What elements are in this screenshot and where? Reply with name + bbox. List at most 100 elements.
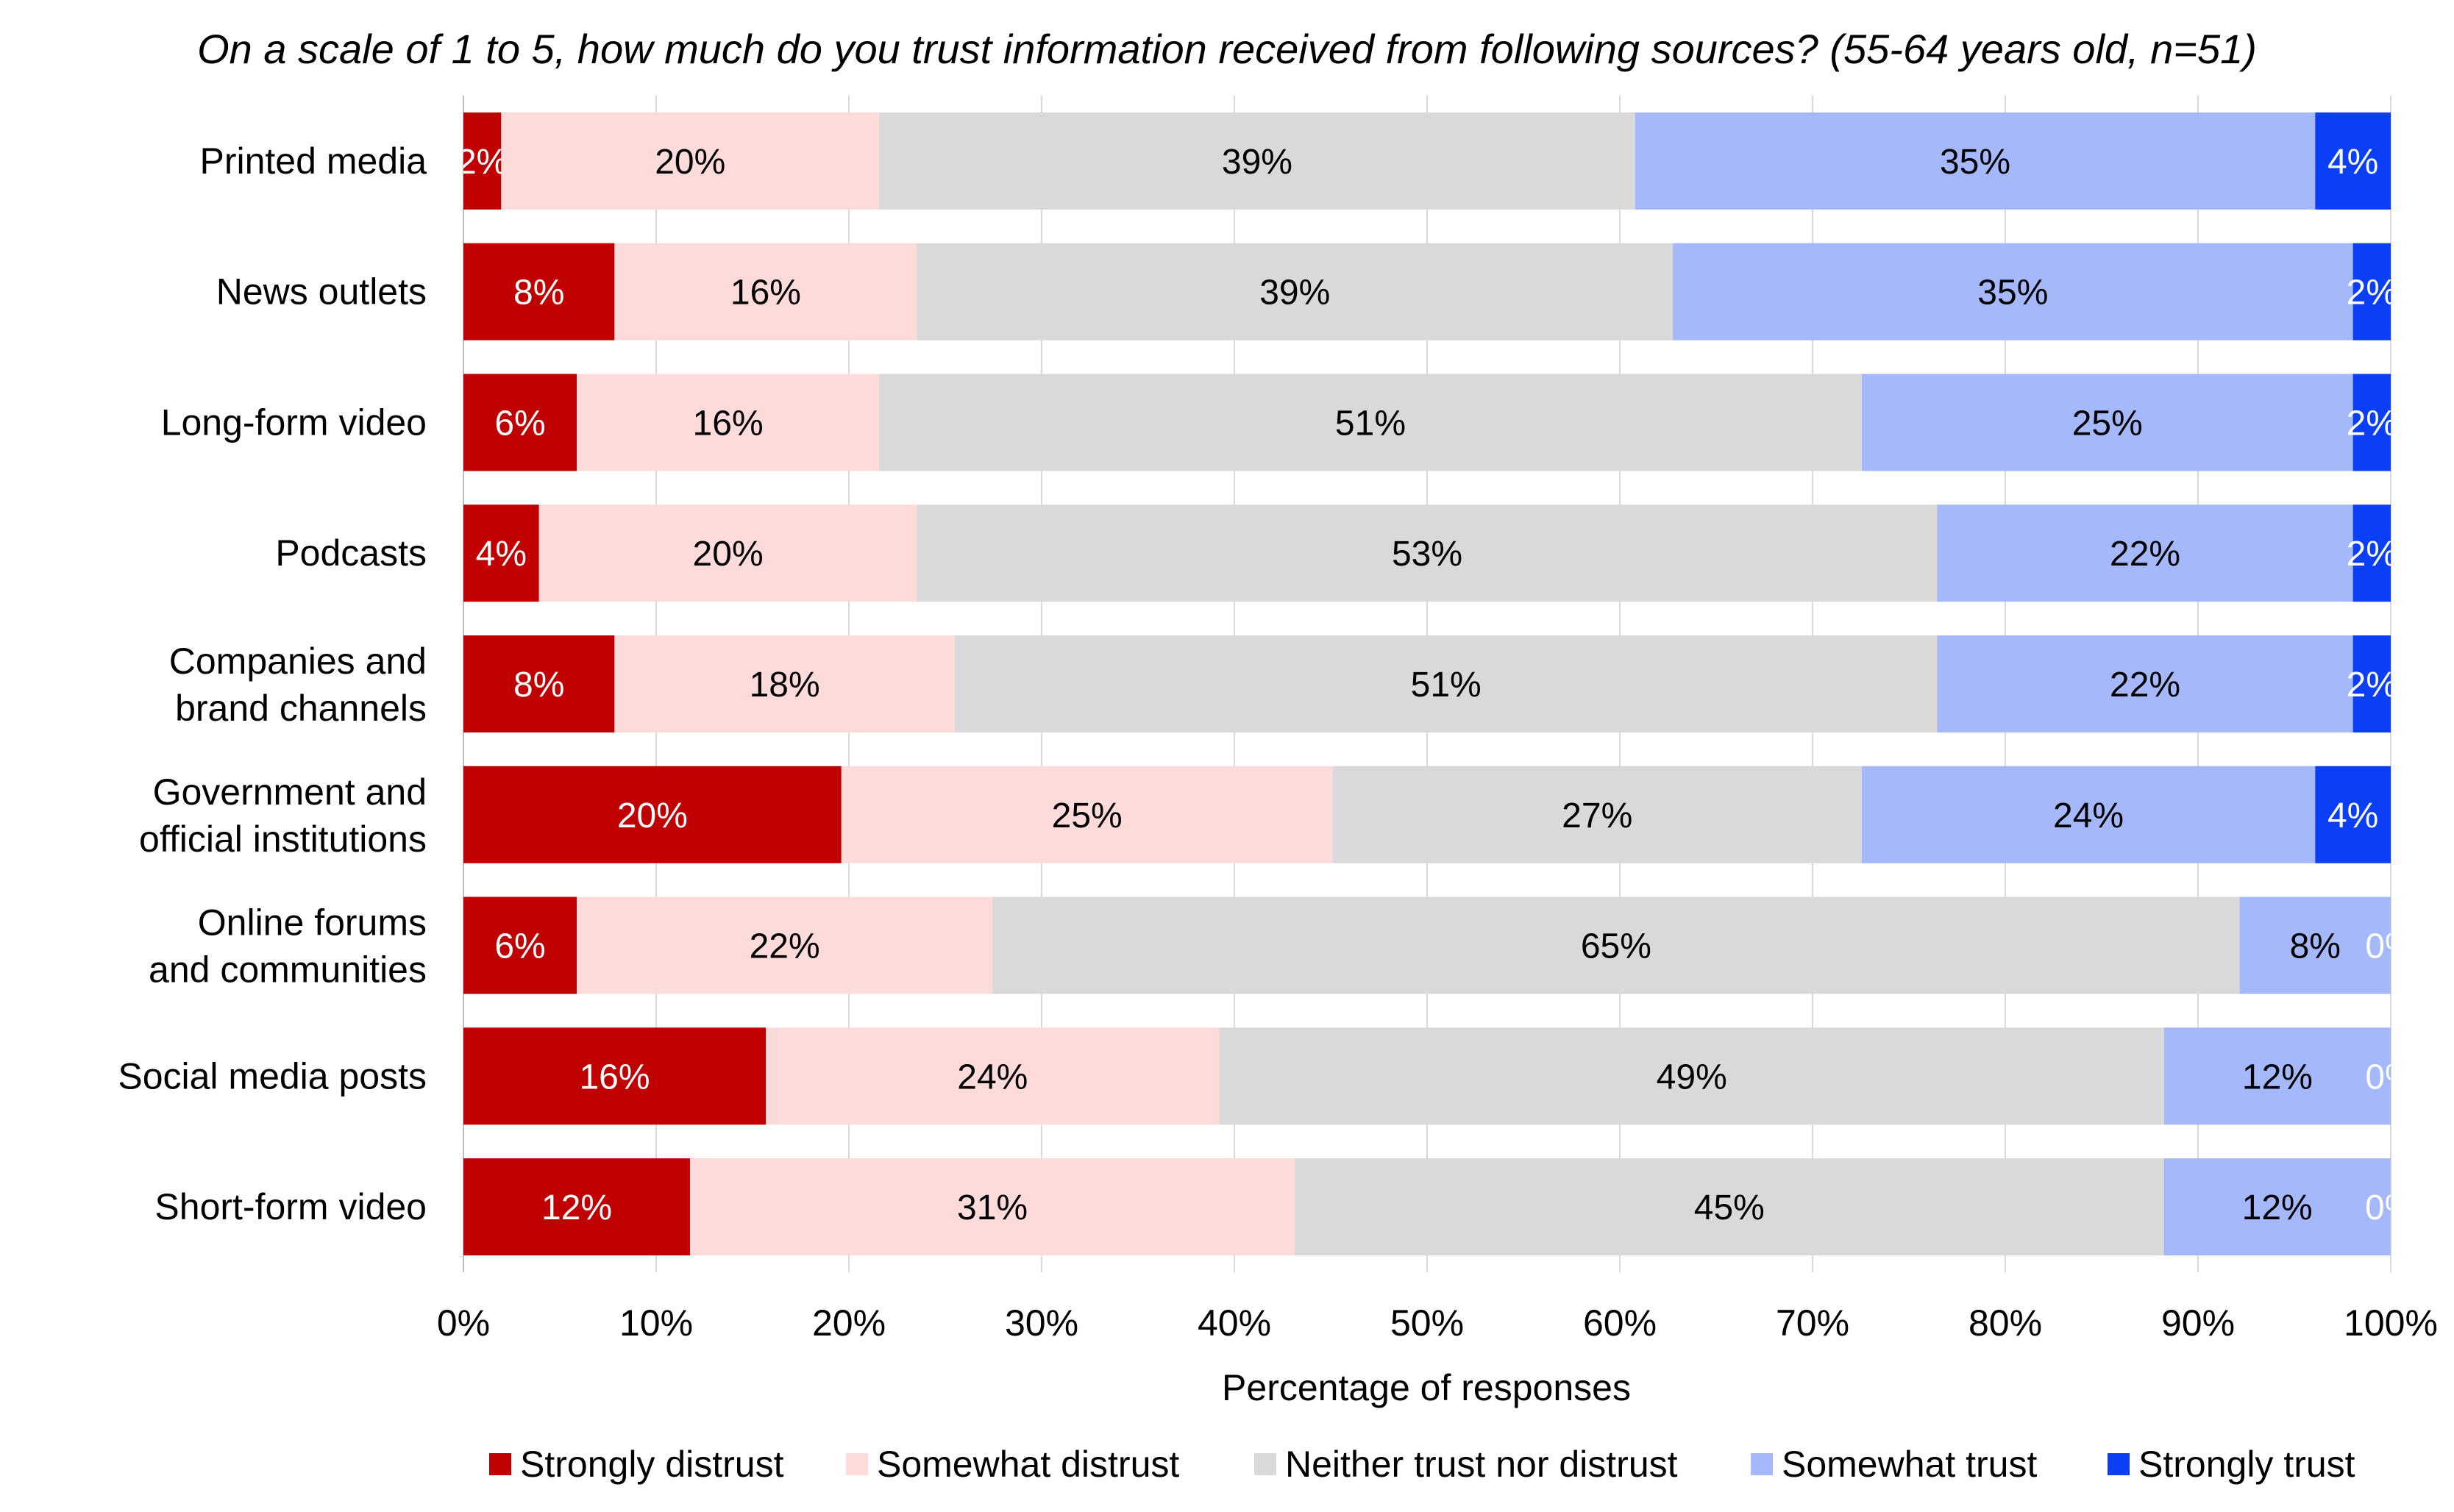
data-label: 2% [457, 143, 508, 182]
bar-segment [463, 635, 615, 732]
bar-segment [2163, 1027, 2391, 1125]
data-label: 18% [750, 666, 820, 705]
legend-swatch [2108, 1453, 2130, 1475]
bar-segment [614, 635, 955, 732]
bar-segment [2352, 504, 2391, 602]
legend-swatch [489, 1453, 511, 1475]
legend-swatch [846, 1453, 868, 1475]
data-label: 2% [2347, 535, 2397, 574]
bar-segment [1635, 112, 2316, 210]
legend-swatch [1751, 1453, 1773, 1475]
bar-segment [463, 243, 615, 340]
bar-segment [501, 112, 880, 210]
data-label: 16% [693, 404, 764, 443]
data-label: 0% [2365, 1188, 2416, 1227]
data-label: 39% [1222, 143, 1292, 182]
data-label: 51% [1411, 666, 1482, 705]
bar-segment [1937, 635, 2353, 732]
bar-segment [2315, 766, 2391, 863]
category-label: News outlets [216, 271, 427, 313]
bar-segment [1673, 243, 2353, 340]
bar-segment [463, 896, 577, 994]
bar-segment [1295, 1158, 2164, 1256]
data-label: 27% [1562, 796, 1632, 835]
x-axis: 0% 10% 20% 30% 40% 50% 60% 70% 80% 90% 100% [437, 1302, 2438, 1344]
bar-segment [917, 243, 1674, 340]
bar-segment [463, 766, 842, 863]
x-tick-label: 80% [1968, 1302, 2042, 1344]
x-tick-label: 70% [1776, 1302, 1849, 1344]
category-labels: Printed media News outlets Long-form video… [118, 140, 427, 1227]
bar-segment [2352, 374, 2391, 471]
bar-segment [463, 504, 539, 602]
bar-segment [614, 243, 917, 340]
category-label: brand channels [175, 688, 427, 729]
bar-segment [841, 766, 1333, 863]
data-label: 22% [2110, 666, 2180, 705]
x-axis-title: Percentage of responses [1222, 1367, 1631, 1408]
data-label: 53% [1392, 535, 1462, 574]
x-tick-label: 60% [1583, 1302, 1657, 1344]
data-label: 4% [2327, 796, 2378, 835]
data-label: 12% [2242, 1058, 2313, 1096]
chart-title: On a scale of 1 to 5, how much do you tr… [197, 26, 2257, 72]
category-label: Long-form video [161, 402, 427, 443]
category-label: and communities [149, 949, 427, 991]
data-label: 8% [2290, 927, 2341, 966]
bar-segment [992, 896, 2240, 994]
data-label: 51% [1335, 404, 1406, 443]
data-label: 2% [2347, 404, 2397, 443]
bar-segment [2239, 896, 2391, 994]
data-label: 45% [1694, 1188, 1765, 1227]
x-tick-label: 0% [437, 1302, 490, 1344]
data-label: 65% [1581, 927, 1651, 966]
bar-segment [1937, 504, 2353, 602]
data-label: 24% [957, 1058, 1028, 1096]
data-label: 35% [1940, 143, 2010, 182]
x-tick-label: 20% [812, 1302, 886, 1344]
x-tick-label: 10% [619, 1302, 693, 1344]
bar-segment [2163, 1158, 2391, 1256]
x-tick-label: 50% [1390, 1302, 1464, 1344]
data-label: 0% [2365, 927, 2416, 966]
bar-segment [690, 1158, 1295, 1256]
data-label: 6% [494, 404, 545, 443]
data-label: 20% [617, 796, 688, 835]
bar-segment [766, 1027, 1220, 1125]
data-label: 8% [513, 274, 564, 313]
legend-swatch [1254, 1453, 1276, 1475]
data-label: 12% [2242, 1188, 2313, 1227]
legend: Strongly distrust Somewhat distrust Neithe… [489, 1444, 2355, 1485]
bar-segment [879, 112, 1635, 210]
category-label: Short-form video [154, 1186, 427, 1227]
data-label: 2% [2347, 666, 2397, 705]
data-label: 25% [1052, 796, 1123, 835]
category-label: Online forums [198, 902, 427, 944]
data-label: 31% [957, 1188, 1028, 1227]
category-label: official institutions [139, 819, 427, 860]
data-label: 12% [541, 1188, 612, 1227]
bar-segment [1332, 766, 1862, 863]
data-label: 0% [2365, 1058, 2416, 1096]
bar-segment [538, 504, 917, 602]
bar-segment [463, 374, 577, 471]
data-label: 24% [2053, 796, 2124, 835]
bar-segment [577, 374, 880, 471]
data-label: 25% [2072, 404, 2143, 443]
bar-segment [577, 896, 993, 994]
bars: 2% 20% 39% 35% 4% 8% 16% 39% 35% 2% 6% 16% 51% 25% 2% 4… [457, 112, 2416, 1256]
category-label: Companies and [169, 641, 427, 682]
bar-segment [1219, 1027, 2164, 1125]
category-label: Social media posts [118, 1055, 427, 1096]
data-label: 4% [2327, 143, 2378, 182]
data-label: 16% [730, 274, 801, 313]
legend-label: Somewhat trust [1782, 1444, 2037, 1485]
data-label: 35% [1977, 274, 2048, 313]
bar-segment [954, 635, 1938, 732]
bar-segment [1861, 766, 2316, 863]
bar-segment [463, 1027, 767, 1125]
bar-segment [463, 112, 502, 210]
x-tick-label: 90% [2161, 1302, 2235, 1344]
category-label: Government and [153, 771, 427, 813]
data-label: 8% [513, 666, 564, 705]
